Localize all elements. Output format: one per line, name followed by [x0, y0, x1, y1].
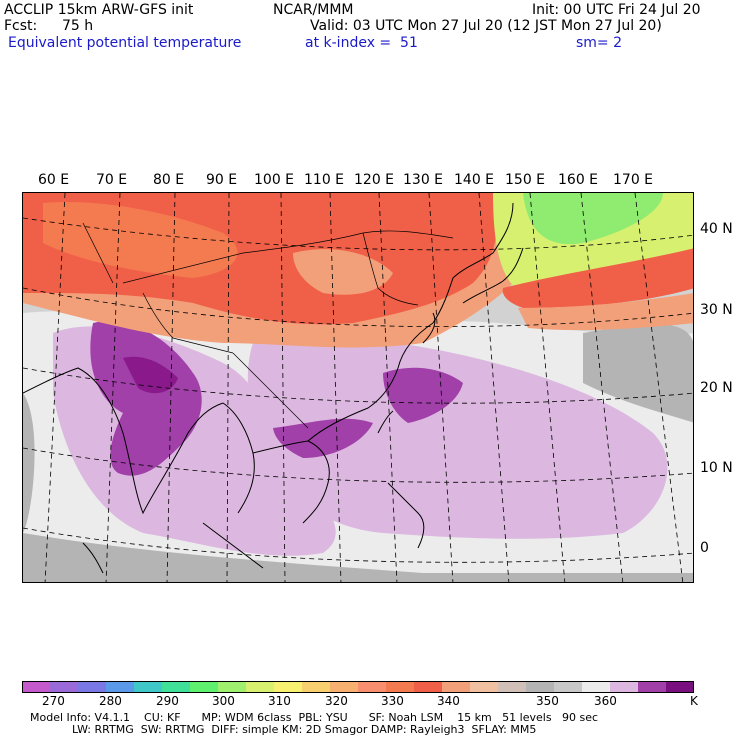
- gray-patch: [583, 324, 693, 423]
- lon-label: 160 E: [558, 172, 599, 188]
- lon-label: 100 E: [254, 172, 295, 188]
- lat-label: 40 N: [700, 221, 733, 237]
- smoothing-info: sm= 2: [576, 35, 623, 51]
- orange-red-patch: [43, 202, 238, 278]
- colorbar-tick-label: 340: [437, 694, 460, 708]
- lat-label: 30 N: [700, 302, 733, 318]
- colorbar-swatch: [554, 681, 583, 693]
- colorbar-tick-label: 270: [42, 694, 65, 708]
- colorbar-swatch: [498, 681, 527, 693]
- colorbar-swatch: [218, 681, 247, 693]
- colorbar-tick-label: 290: [156, 694, 179, 708]
- colorbar-tick-label: 280: [99, 694, 122, 708]
- gray-patch: [23, 393, 35, 533]
- lon-label: 140 E: [454, 172, 495, 188]
- colorbar-border: [22, 681, 694, 693]
- colorbar-swatch: [106, 681, 135, 693]
- colorbar-swatch: [302, 681, 331, 693]
- colorbar-swatch: [246, 681, 275, 693]
- model-info-line2: LW: RRTMG SW: RRTMG DIFF: simple KM: 2D …: [30, 723, 537, 736]
- lon-label: 80 E: [153, 172, 185, 188]
- gray-patch: [23, 533, 693, 582]
- purple-region-philippine-sea: [383, 367, 463, 423]
- colorbar-swatch: [78, 681, 107, 693]
- colorbar-swatch: [22, 681, 51, 693]
- colorbar: [22, 681, 694, 693]
- colorbar-swatch: [442, 681, 471, 693]
- colorbar-swatch: [582, 681, 611, 693]
- org-label: NCAR/MMM: [273, 2, 354, 18]
- level-info: at k-index = 51: [305, 35, 418, 51]
- purple-region-indochina: [273, 418, 373, 458]
- lon-label: 60 E: [38, 172, 70, 188]
- model-title: ACCLIP 15km ARW-GFS init: [4, 2, 194, 18]
- colorbar-swatch: [330, 681, 359, 693]
- colorbar-swatch: [526, 681, 555, 693]
- purple-region-india: [90, 321, 202, 476]
- colorbar-unit: K: [690, 694, 698, 708]
- forecast-label: Fcst:: [4, 18, 38, 34]
- map-canvas: [23, 193, 693, 582]
- lon-label: 130 E: [403, 172, 444, 188]
- init-time: Init: 00 UTC Fri 24 Jul 20: [532, 2, 701, 18]
- colorbar-tick-label: 360: [594, 694, 617, 708]
- graticule-parallels: [23, 217, 693, 563]
- salmon-pacific-band: [518, 293, 693, 331]
- colorbar-swatch: [190, 681, 219, 693]
- colorbar-swatch: [610, 681, 639, 693]
- lon-label: 170 E: [613, 172, 654, 188]
- lat-label: 0: [700, 540, 709, 556]
- colorbar-swatch: [470, 681, 499, 693]
- salmon-patch: [293, 249, 393, 295]
- purple-core-india: [123, 356, 178, 394]
- lon-label: 150 E: [505, 172, 546, 188]
- coastlines: [23, 202, 524, 574]
- forecast-hour: 75 h: [62, 18, 94, 34]
- colorbar-tick-label: 310: [268, 694, 291, 708]
- colorbar-swatch: [358, 681, 387, 693]
- colorbar-tick-label: 320: [325, 694, 348, 708]
- green-region: [523, 193, 663, 245]
- colorbar-swatch: [134, 681, 163, 693]
- lon-label: 70 E: [96, 172, 128, 188]
- colorbar-tick-label: 300: [212, 694, 235, 708]
- colorbar-swatch: [274, 681, 303, 693]
- colorbar-swatch: [666, 681, 694, 693]
- theta-e-map: [22, 192, 694, 583]
- colorbar-swatch: [386, 681, 415, 693]
- colorbar-swatch: [638, 681, 667, 693]
- colorbar-swatch: [414, 681, 443, 693]
- lat-label: 10 N: [700, 460, 733, 476]
- lon-label: 90 E: [206, 172, 238, 188]
- lavender-region: [247, 337, 668, 539]
- graticule-meridians: [44, 193, 684, 582]
- colorbar-swatch: [162, 681, 191, 693]
- red-pacific-band: [502, 248, 693, 308]
- model-info-line1: Model Info: V4.1.1 CU: KF MP: WDM 6class…: [30, 711, 599, 724]
- lon-label: 120 E: [354, 172, 395, 188]
- colorbar-tick-label: 330: [381, 694, 404, 708]
- field-name: Equivalent potential temperature: [8, 35, 242, 51]
- lat-label: 20 N: [700, 380, 733, 396]
- colorbar-tick-label: 350: [536, 694, 559, 708]
- country-borders: [82, 222, 454, 429]
- valid-time: Valid: 03 UTC Mon 27 Jul 20 (12 JST Mon …: [310, 18, 662, 34]
- lon-label: 110 E: [304, 172, 345, 188]
- colorbar-swatch: [50, 681, 79, 693]
